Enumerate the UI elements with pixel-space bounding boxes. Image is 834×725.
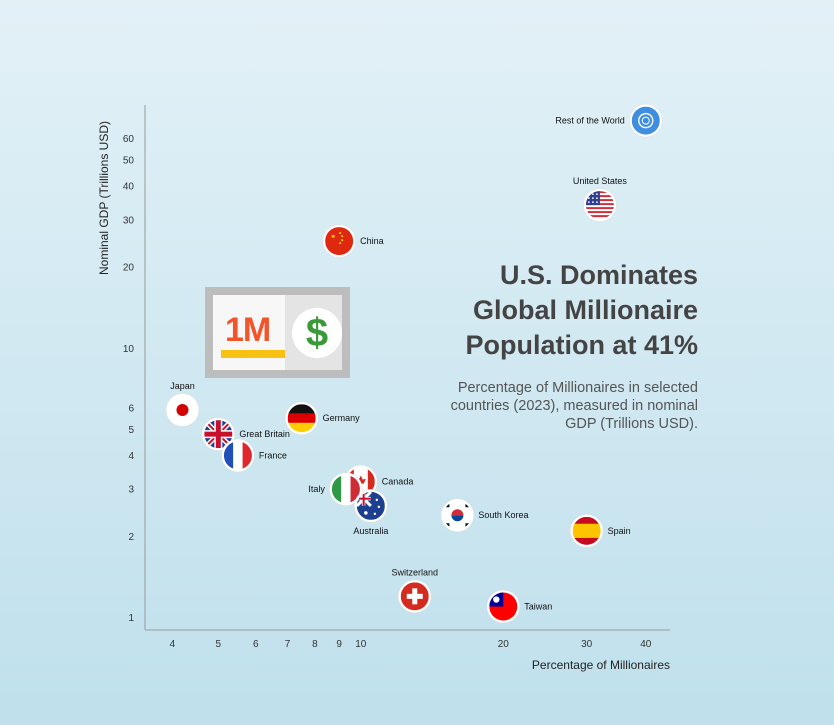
point-label: Switzerland — [391, 567, 438, 577]
headline-line: Global Millionaire — [472, 295, 698, 325]
headline-line: U.S. Dominates — [499, 260, 698, 290]
subtitle: Percentage of Millionaires in selected c… — [398, 379, 698, 433]
point-label: Japan — [170, 381, 195, 391]
point-label: China — [360, 236, 384, 246]
x-tick-label: 9 — [336, 639, 342, 650]
y-tick-label: 3 — [128, 485, 134, 496]
data-point-kr: South Korea — [440, 498, 528, 532]
x-tick-label: 4 — [170, 639, 176, 650]
data-point-fr: France — [221, 438, 287, 473]
data-point-us: United States — [573, 176, 628, 222]
data-point-au: Australia — [353, 489, 388, 536]
point-label: Germany — [323, 413, 361, 423]
data-point-ch: Switzerland — [391, 567, 438, 614]
subtitle-line: Percentage of Millionaires in selected — [457, 380, 698, 396]
x-tick-label: 6 — [253, 639, 259, 650]
million-dollar-logo: 1M $ — [205, 287, 350, 378]
x-tick-label: 7 — [285, 639, 291, 650]
x-tick-label: 8 — [312, 639, 318, 650]
x-tick-label: 20 — [498, 639, 510, 650]
y-tick-label: 5 — [128, 425, 134, 436]
y-tick-label: 20 — [123, 263, 135, 274]
y-tick-label: 6 — [128, 404, 134, 415]
data-point-gb: Great Britain — [201, 417, 290, 451]
y-tick-label: 10 — [123, 344, 135, 355]
logo-text: 1M — [225, 311, 271, 349]
data-point-tw: Taiwan — [486, 589, 552, 624]
y-tick-label: 4 — [128, 451, 134, 462]
y-tick-label: 60 — [123, 134, 135, 145]
point-label: South Korea — [478, 510, 528, 520]
dollar-coin-icon: $ — [292, 308, 342, 358]
point-label: Canada — [382, 477, 414, 487]
y-tick-label: 50 — [123, 155, 135, 166]
y-tick-label: 30 — [123, 215, 135, 226]
data-point-cn: China — [322, 224, 384, 258]
data-point-jp: Japan — [165, 381, 200, 427]
data-point-es: Spain — [569, 514, 631, 548]
data-point-de: Germany — [284, 401, 361, 435]
y-tick-label: 40 — [123, 182, 135, 193]
x-tick-label: 5 — [216, 639, 222, 650]
x-axis-title: Percentage of Millionaires — [532, 658, 670, 672]
point-label: Australia — [353, 526, 388, 536]
data-point-un: Rest of the World — [555, 103, 663, 138]
x-tick-label: 40 — [640, 639, 652, 650]
x-tick-label: 10 — [355, 639, 367, 650]
headline-line: Population at 41% — [465, 330, 698, 360]
point-label: Spain — [608, 526, 631, 536]
point-label: France — [259, 450, 287, 460]
headline: U.S. Dominates Global Millionaire Popula… — [368, 258, 698, 363]
point-label: Italy — [308, 484, 325, 494]
point-label: United States — [573, 176, 628, 186]
point-label: Rest of the World — [555, 116, 624, 126]
subtitle-line: countries (2023), measured in nominal — [450, 398, 698, 414]
subtitle-line: GDP (Trillions USD). — [565, 416, 698, 432]
data-point-it: Italy — [308, 472, 363, 506]
point-label: Taiwan — [524, 602, 552, 612]
y-tick-label: 1 — [128, 613, 134, 624]
y-axis-title: Nominal GDP (Trillions USD) — [97, 121, 111, 275]
x-tick-label: 30 — [581, 639, 593, 650]
point-label: Great Britain — [239, 429, 290, 439]
y-tick-label: 2 — [128, 532, 134, 543]
